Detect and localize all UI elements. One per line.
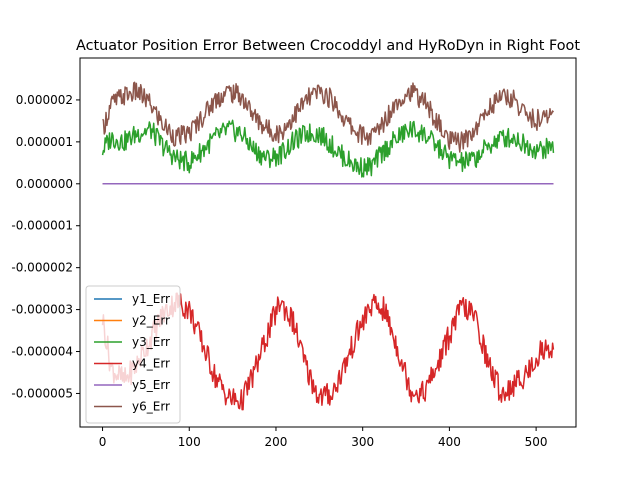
legend-label: y3_Err xyxy=(132,335,170,349)
y-tick-label: -0.000003 xyxy=(11,303,73,317)
legend-label: y2_Err xyxy=(132,314,170,328)
series-line-y6-err xyxy=(102,81,555,153)
x-tick-label: 400 xyxy=(438,435,461,449)
x-tick-label: 200 xyxy=(265,435,288,449)
x-tick-label: 100 xyxy=(178,435,201,449)
y-tick-label: 0.000001 xyxy=(16,135,73,149)
x-tick-label: 0 xyxy=(99,435,107,449)
y-tick-label: 0.000000 xyxy=(16,177,73,191)
y-tick-label: -0.000002 xyxy=(11,261,73,275)
x-tick-label: 300 xyxy=(351,435,374,449)
series-line-y3-err xyxy=(101,119,555,178)
legend: y1_Err y2_Err y3_Err y4_Err y5_Err y6_Err xyxy=(85,285,181,424)
legend-label: y6_Err xyxy=(132,400,170,414)
plot-frame xyxy=(79,57,577,428)
legend-label: y5_Err xyxy=(132,378,170,392)
legend-label: y1_Err xyxy=(132,292,170,306)
x-tick-label: 500 xyxy=(525,435,548,449)
y-tick-label: -0.000001 xyxy=(11,219,73,233)
legend-label: y4_Err xyxy=(132,357,170,371)
y-tick-label: -0.000005 xyxy=(11,386,73,400)
y-tick-label: 0.000002 xyxy=(16,93,73,107)
y-tick-label: -0.000004 xyxy=(11,345,73,359)
chart-title: Actuator Position Error Between Crocoddy… xyxy=(76,38,580,54)
axis-layer: 0 100 200 300 400 500 0.000002 0.000001 0.000000… xyxy=(11,93,547,449)
